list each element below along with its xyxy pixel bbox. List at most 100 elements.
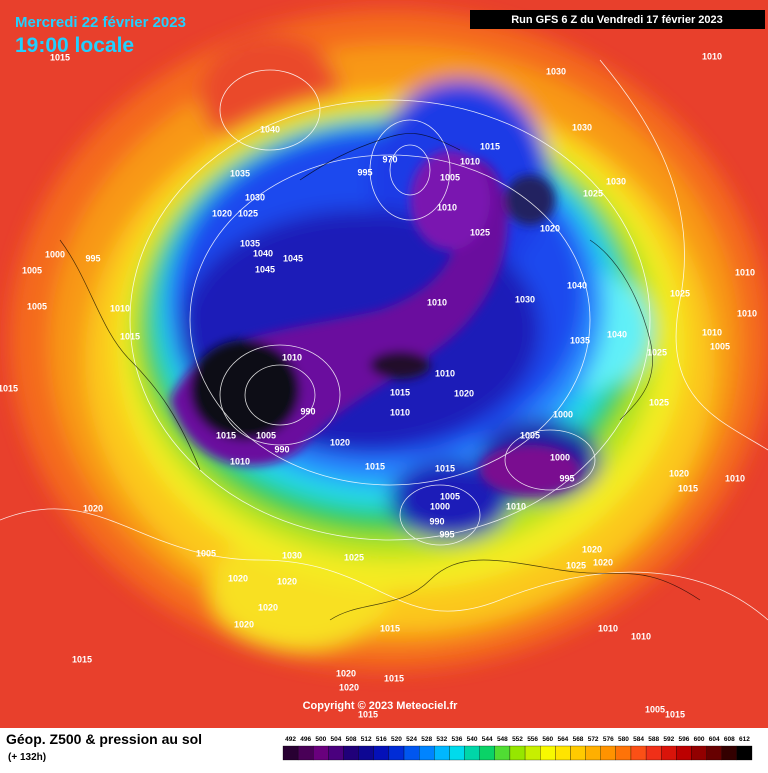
isobar-label: 995 <box>357 167 372 177</box>
isobar-label: 1010 <box>460 156 480 166</box>
isobar-label: 1020 <box>234 619 254 629</box>
isobar-label: 1020 <box>593 557 613 567</box>
isobar-label: 1030 <box>282 550 302 560</box>
isobar-label: 1010 <box>725 473 745 483</box>
color-swatch <box>615 745 632 761</box>
isobar-label: 1010 <box>702 51 722 61</box>
colorbar-label: 504 <box>331 736 342 743</box>
colorbar-label: 592 <box>663 736 674 743</box>
color-swatch <box>449 745 465 761</box>
isobar-label: 970 <box>382 154 397 164</box>
isobar-label: 1030 <box>606 176 626 186</box>
colorbar-label: 576 <box>603 736 614 743</box>
isobar-label: 1010 <box>506 501 526 511</box>
isobar-label: 1000 <box>430 501 450 511</box>
color-swatch <box>676 745 692 761</box>
colorbar-label: 552 <box>512 736 523 743</box>
colorbar-label: 516 <box>376 736 387 743</box>
isobar-label: 1010 <box>282 352 302 362</box>
color-swatch <box>645 745 662 761</box>
colorbar-label: 604 <box>709 736 720 743</box>
isobar-label: 1020 <box>669 468 689 478</box>
isobar-label: 1015 <box>358 709 378 719</box>
isobar-label: 1010 <box>631 631 651 641</box>
color-swatch <box>736 745 753 761</box>
isobar-label: 1000 <box>553 409 573 419</box>
isobar-label: 1030 <box>546 66 566 76</box>
isobar-label: 1005 <box>440 172 460 182</box>
colorbar: 492 496 500 504 508 512 516 520 524 528 532 536 540 5… <box>282 736 753 761</box>
isobar-label: 1005 <box>710 341 730 351</box>
isobar-label: 1025 <box>238 208 258 218</box>
colorbar-label: 612 <box>739 736 750 743</box>
isobar-label: 1040 <box>260 124 280 134</box>
isobar-label: 1025 <box>647 347 667 357</box>
isobar-label: 1020 <box>277 576 297 586</box>
run-box <box>470 10 765 29</box>
color-swatch <box>464 745 480 761</box>
isobar-label: 1010 <box>437 202 457 212</box>
color-swatch <box>524 745 541 761</box>
isobar-label: 1015 <box>120 331 140 341</box>
isobar-label: 1020 <box>540 223 560 233</box>
color-swatch <box>343 745 359 761</box>
isobar-label: 1010 <box>735 267 755 277</box>
color-swatch <box>297 745 314 761</box>
color-swatch <box>630 745 647 761</box>
colorbar-label: 588 <box>648 736 659 743</box>
color-swatch <box>434 745 450 761</box>
colorbar-label: 524 <box>406 736 417 743</box>
isobar-label: 1015 <box>216 430 236 440</box>
isobar-label: 1025 <box>566 560 586 570</box>
isobar-label: 995 <box>439 529 454 539</box>
isobar-label: 1020 <box>212 208 232 218</box>
color-swatch <box>479 745 495 761</box>
isobar-label: 990 <box>429 516 444 526</box>
isobar-label: 1015 <box>390 387 410 397</box>
isobar-label: 1040 <box>253 248 273 258</box>
isobar-label: 1015 <box>365 461 385 471</box>
isobar-label: 1015 <box>384 673 404 683</box>
isobar-label: 1010 <box>390 407 410 417</box>
color-swatch <box>540 745 556 761</box>
color-swatch <box>570 745 586 761</box>
isobar-label: 1015 <box>72 654 92 664</box>
isobar-label: 995 <box>85 253 100 263</box>
isobar-label: 1015 <box>435 463 455 473</box>
color-swatch <box>661 745 677 761</box>
isobar-label: 1010 <box>702 327 722 337</box>
isobar-label: 1040 <box>607 329 627 339</box>
colorbar-label: 608 <box>724 736 735 743</box>
footer-title: Géop. Z500 & pression au sol <box>6 731 202 747</box>
isobar-label: 1025 <box>344 552 364 562</box>
colorbar-label: 572 <box>588 736 599 743</box>
isobar-label: 1005 <box>256 430 276 440</box>
isobar-label: 1020 <box>454 388 474 398</box>
color-swatch <box>555 745 571 761</box>
isobar-label: 1015 <box>0 383 18 393</box>
isobar-label: 1005 <box>645 704 665 714</box>
isobar-label: 1020 <box>258 602 278 612</box>
isobar-label: 1035 <box>570 335 590 345</box>
isobar-label: 1020 <box>330 437 350 447</box>
isobar-label: 1020 <box>339 682 359 692</box>
colorbar-label: 600 <box>694 736 705 743</box>
isobar-label: 1010 <box>598 623 618 633</box>
color-swatch <box>600 745 616 761</box>
isobar-label: 1005 <box>196 548 216 558</box>
isobar-label: 1005 <box>22 265 42 275</box>
colorbar-label: 564 <box>557 736 568 743</box>
color-swatch <box>373 745 390 761</box>
colorbar-label: 532 <box>436 736 447 743</box>
color-swatch <box>328 745 344 761</box>
isobar-label: 1005 <box>520 430 540 440</box>
isobar-label: 1010 <box>230 456 250 466</box>
colorbar-label: 580 <box>618 736 629 743</box>
color-swatch <box>403 745 420 761</box>
isobar-label: 1015 <box>665 709 685 719</box>
colorbar-label: 544 <box>482 736 493 743</box>
colorbar-label: 508 <box>346 736 357 743</box>
color-swatch <box>585 745 601 761</box>
isobar-label: 1015 <box>380 623 400 633</box>
